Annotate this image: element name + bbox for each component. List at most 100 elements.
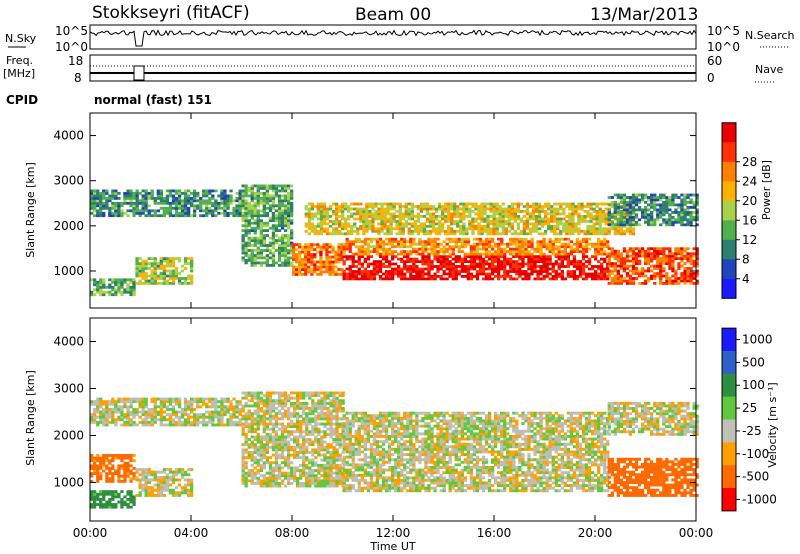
data-cell <box>220 408 224 411</box>
data-cell <box>141 413 145 417</box>
data-cell <box>581 265 586 268</box>
data-cell <box>316 245 320 249</box>
data-cell <box>456 207 460 211</box>
data-cell <box>141 267 145 270</box>
data-cell <box>441 224 445 228</box>
data-cell <box>171 262 176 265</box>
data-cell <box>634 257 639 260</box>
data-cell <box>594 265 598 268</box>
data-cell <box>571 205 575 208</box>
data-cell <box>123 288 127 292</box>
data-cell <box>566 275 570 278</box>
data-cell <box>144 468 148 471</box>
data-cell <box>566 255 570 258</box>
data-cell <box>337 250 341 254</box>
data-cell <box>689 259 693 263</box>
data-cell <box>253 482 257 485</box>
data-cell <box>641 274 645 278</box>
data-cell <box>180 410 185 414</box>
data-cell <box>442 240 446 244</box>
data-cell <box>381 277 386 281</box>
data-cell <box>180 211 185 215</box>
data-cell <box>150 486 154 490</box>
data-cell <box>348 240 352 244</box>
data-cell <box>689 211 693 214</box>
data-cell <box>120 293 124 297</box>
data-cell <box>283 184 288 188</box>
data-cell <box>510 222 514 226</box>
data-cell <box>450 227 454 231</box>
data-cell <box>307 212 311 216</box>
data-cell <box>413 229 417 233</box>
data-cell <box>120 413 124 417</box>
data-cell <box>99 214 103 218</box>
data-cell <box>132 459 136 463</box>
data-cell <box>386 232 390 236</box>
data-cell <box>695 208 699 212</box>
data-cell <box>665 201 669 204</box>
data-cell <box>380 210 384 213</box>
data-cell <box>135 197 139 200</box>
data-cell <box>431 222 436 226</box>
data-cell <box>277 259 282 262</box>
data-cell <box>451 257 455 261</box>
data-cell <box>340 253 344 256</box>
data-cell <box>589 202 593 206</box>
data-cell <box>168 192 173 195</box>
data-cell <box>147 494 151 497</box>
data-cell <box>556 207 560 211</box>
data-cell <box>378 255 383 258</box>
data-cell <box>180 214 185 218</box>
data-cell <box>391 245 395 249</box>
data-cell <box>689 277 693 280</box>
data-cell <box>674 272 678 275</box>
data-cell <box>439 267 443 271</box>
data-cell <box>659 215 663 219</box>
data-cell <box>521 237 525 241</box>
data-cell <box>93 280 97 284</box>
data-cell <box>519 220 524 223</box>
data-cell <box>427 275 431 278</box>
data-cell <box>277 221 282 225</box>
data-cell <box>375 252 380 256</box>
data-cell <box>513 210 517 213</box>
data-cell <box>141 262 145 265</box>
data-cell <box>677 249 681 253</box>
data-cell <box>616 249 620 253</box>
data-cell <box>548 255 552 258</box>
data-cell <box>580 217 584 221</box>
data-cell <box>571 220 575 223</box>
data-cell <box>347 217 351 221</box>
data-cell <box>356 210 360 213</box>
data-cell <box>428 215 433 218</box>
data-cell <box>497 252 501 256</box>
data-cell <box>244 420 248 423</box>
data-cell <box>478 247 483 251</box>
data-cell <box>683 211 687 214</box>
data-cell <box>141 206 145 210</box>
data-cell <box>283 234 288 237</box>
data-cell <box>668 201 672 204</box>
data-cell <box>153 473 157 477</box>
data-cell <box>597 247 601 251</box>
data-cell <box>334 255 338 259</box>
data-cell <box>395 227 399 231</box>
data-cell <box>459 232 463 236</box>
data-cell <box>262 184 266 188</box>
data-cell <box>424 267 428 271</box>
data-cell <box>120 423 124 427</box>
data-cell <box>268 226 273 230</box>
data-cell <box>117 400 121 404</box>
data-cell <box>304 265 308 269</box>
data-cell <box>316 229 320 233</box>
data-cell <box>319 212 324 216</box>
data-cell <box>689 274 693 278</box>
data-cell <box>253 430 257 434</box>
data-cell <box>244 199 248 203</box>
data-cell <box>362 229 366 233</box>
data-cell <box>153 408 157 411</box>
data-cell <box>316 222 320 226</box>
data-cell <box>165 418 170 422</box>
data-cell <box>271 231 276 235</box>
data-cell <box>677 196 681 199</box>
